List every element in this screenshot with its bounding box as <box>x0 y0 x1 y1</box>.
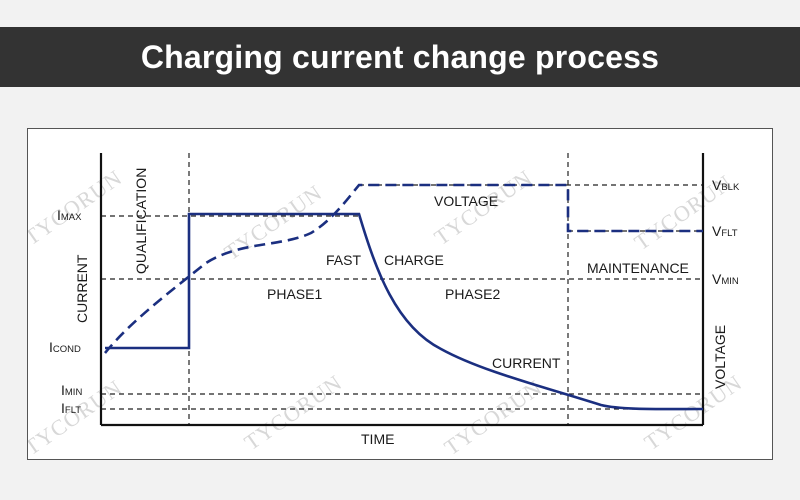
voltage-curve-label: VOLTAGE <box>434 193 498 209</box>
axes <box>99 153 705 427</box>
vmin-label: VMIN <box>712 271 739 287</box>
charging-diagram: TYCORUN TYCORUN TYCORUN TYCORUN TYCORUN … <box>28 153 747 459</box>
phase1-label: PHASE1 <box>267 286 322 302</box>
current-axis-title: CURRENT <box>74 254 90 323</box>
icond-label: ICOND <box>49 339 81 355</box>
watermark-text: TYCORUN <box>440 375 547 459</box>
imax-label: IMAX <box>57 207 82 223</box>
current-curve-label: CURRENT <box>492 355 561 371</box>
watermark-text: TYCORUN <box>240 370 347 455</box>
title-banner: Charging current change process <box>0 27 800 87</box>
current-curve <box>105 212 704 411</box>
watermark-text: TYCORUN <box>28 165 127 250</box>
fast-label: FAST <box>326 252 361 268</box>
imin-label: IMIN <box>61 382 82 398</box>
phase2-label: PHASE2 <box>445 286 500 302</box>
voltage-curve <box>103 183 703 354</box>
reference-lines <box>101 153 703 425</box>
iflt-label: IFLT <box>61 400 81 416</box>
charge-label: CHARGE <box>384 252 444 268</box>
diagram-panel: TYCORUN TYCORUN TYCORUN TYCORUN TYCORUN … <box>27 128 773 460</box>
voltage-axis-title: VOLTAGE <box>712 325 728 389</box>
watermark-text: TYCORUN <box>220 180 327 265</box>
watermark-text: TYCORUN <box>640 370 747 455</box>
vblk-label: VBLK <box>712 177 740 193</box>
page-title: Charging current change process <box>140 38 660 75</box>
qualification-label: QUALIFICATION <box>133 168 149 274</box>
vflt-label: VFLT <box>712 223 738 239</box>
maintenance-label: MAINTENANCE <box>587 260 689 276</box>
time-axis-title: TIME <box>361 431 394 447</box>
